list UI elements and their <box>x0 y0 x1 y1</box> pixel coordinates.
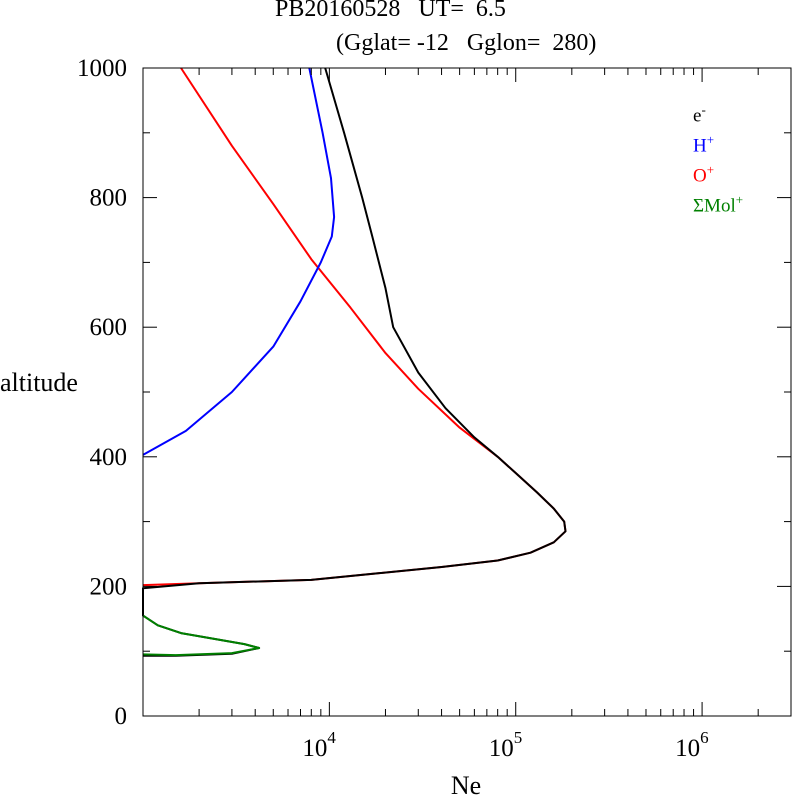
x-tick-label-exponent: 4 <box>327 728 336 747</box>
x-tick-label: 10 <box>302 735 327 762</box>
y-tick-label: 600 <box>90 314 128 341</box>
legend-label: O <box>693 165 707 187</box>
legend-charge: + <box>735 192 744 207</box>
x-tick-label: 10 <box>675 735 700 762</box>
y-tick-label: 0 <box>115 703 128 730</box>
y-tick-label: 1000 <box>77 55 127 82</box>
series-line-3 <box>142 614 261 657</box>
legend-item-1: H+ <box>693 132 714 157</box>
y-axis-label: altitude <box>0 368 78 397</box>
series-line-2 <box>142 67 567 657</box>
y-tick-label: 400 <box>90 444 128 471</box>
y-tick-label: 800 <box>90 185 128 212</box>
x-tick-label-exponent: 6 <box>700 728 709 747</box>
chart-title-line2: (Gglat= -12 Gglon= 280) <box>336 30 597 56</box>
legend-item-0: e- <box>693 102 706 127</box>
legend-label: ΣMol <box>693 195 736 217</box>
x-axis-label: Ne <box>451 771 481 796</box>
x-tick-label: 10 <box>489 735 514 762</box>
legend-charge: - <box>701 102 706 117</box>
series-line-0 <box>142 67 567 587</box>
x-tick-label-exponent: 5 <box>514 728 523 747</box>
chart-title-line1: PB20160528 UT= 6.5 <box>275 0 506 22</box>
legend-item-2: O+ <box>693 162 714 187</box>
series-layer <box>142 67 567 657</box>
legend-charge: + <box>706 162 715 177</box>
legend-charge: + <box>706 132 715 147</box>
legend-label: e <box>693 105 702 127</box>
legend-item-3: ΣMol+ <box>693 192 743 217</box>
ticks-layer <box>142 67 792 717</box>
series-line-1 <box>142 67 336 456</box>
y-tick-label: 200 <box>90 573 128 600</box>
legend-label: H <box>693 135 707 157</box>
